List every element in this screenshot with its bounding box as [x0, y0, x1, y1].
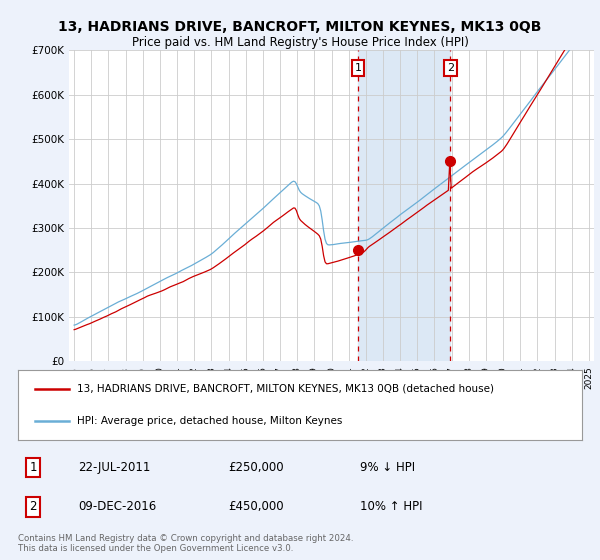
Text: 13, HADRIANS DRIVE, BANCROFT, MILTON KEYNES, MK13 0QB (detached house): 13, HADRIANS DRIVE, BANCROFT, MILTON KEY…: [77, 384, 494, 394]
Text: £250,000: £250,000: [228, 461, 284, 474]
Text: 13, HADRIANS DRIVE, BANCROFT, MILTON KEYNES, MK13 0QB: 13, HADRIANS DRIVE, BANCROFT, MILTON KEY…: [58, 20, 542, 34]
Text: 2: 2: [446, 63, 454, 73]
Text: 1: 1: [29, 461, 37, 474]
Bar: [358, 50, 450, 361]
Text: Price paid vs. HM Land Registry's House Price Index (HPI): Price paid vs. HM Land Registry's House …: [131, 36, 469, 49]
Text: HPI: Average price, detached house, Milton Keynes: HPI: Average price, detached house, Milt…: [77, 416, 343, 426]
Text: 22-JUL-2011: 22-JUL-2011: [78, 461, 151, 474]
Text: 9% ↓ HPI: 9% ↓ HPI: [360, 461, 415, 474]
Text: Contains HM Land Registry data © Crown copyright and database right 2024.
This d: Contains HM Land Registry data © Crown c…: [18, 534, 353, 553]
Text: 10% ↑ HPI: 10% ↑ HPI: [360, 500, 422, 514]
Text: 09-DEC-2016: 09-DEC-2016: [78, 500, 156, 514]
Text: 1: 1: [355, 63, 362, 73]
Text: £450,000: £450,000: [228, 500, 284, 514]
Text: 2: 2: [29, 500, 37, 514]
